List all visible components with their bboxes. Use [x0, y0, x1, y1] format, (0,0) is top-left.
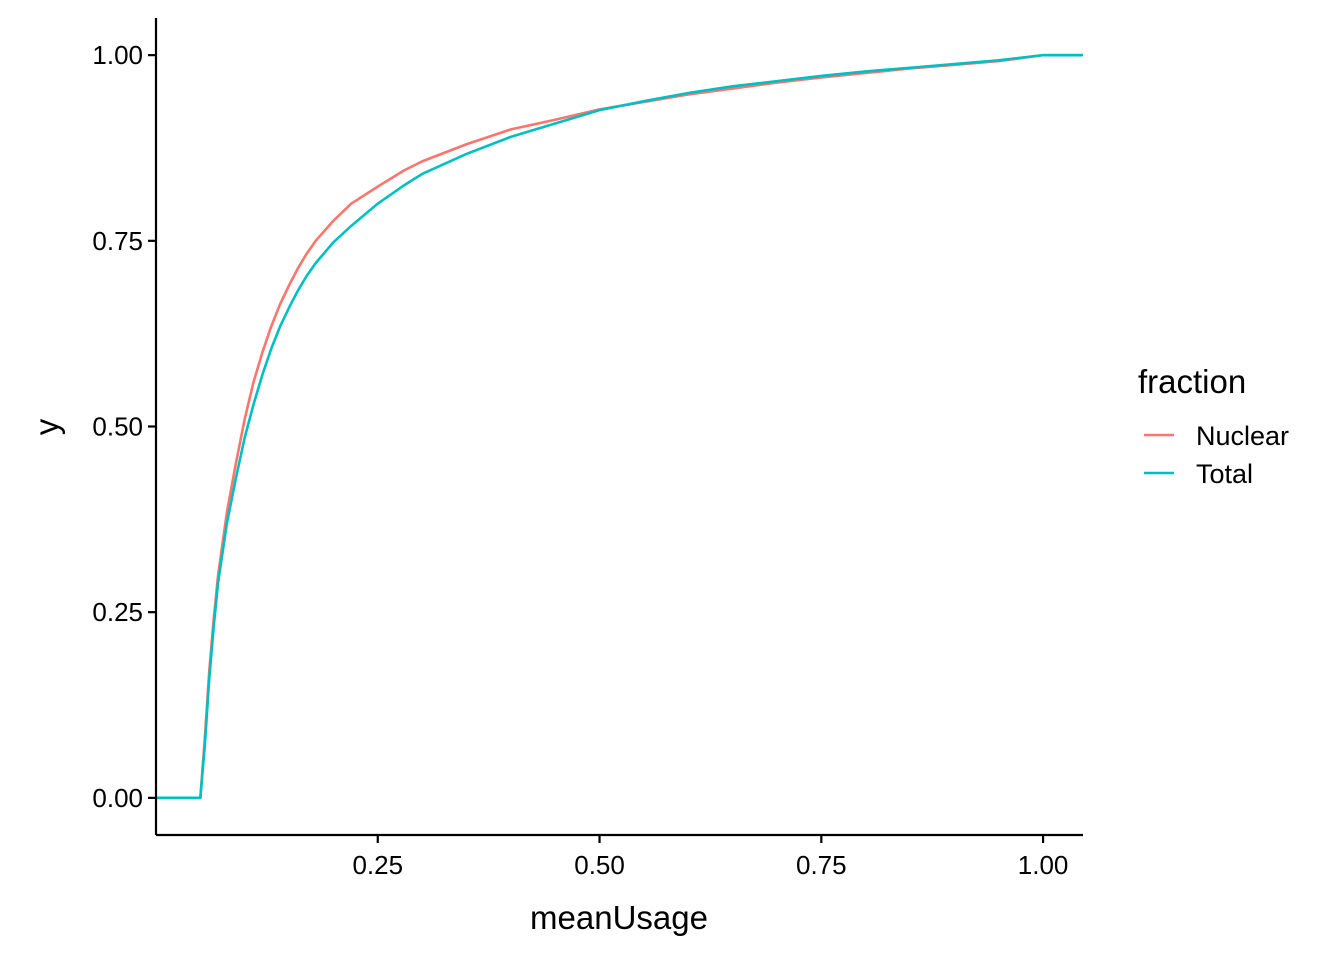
legend-label-total: Total	[1196, 459, 1253, 489]
x-tick-label: 0.50	[574, 850, 625, 880]
axes-layer	[154, 18, 1083, 837]
series-line-nuclear	[156, 53, 1083, 800]
legend: fraction Nuclear Total	[1138, 363, 1289, 489]
y-tick-label: 1.00	[92, 40, 143, 70]
y-tick-label: 0.25	[92, 597, 143, 627]
y-axis-title: y	[28, 418, 65, 435]
legend-title: fraction	[1138, 363, 1246, 400]
series-layer	[156, 53, 1083, 800]
y-tick-label: 0.00	[92, 783, 143, 813]
x-tick-label: 0.25	[352, 850, 403, 880]
x-tick-label: 1.00	[1018, 850, 1069, 880]
y-tick-label: 0.50	[92, 412, 143, 442]
x-axis-title: meanUsage	[530, 899, 708, 936]
x-axis-ticks: 0.25 0.50 0.75 1.00	[352, 835, 1068, 880]
x-tick-label: 0.75	[796, 850, 847, 880]
series-line-total	[156, 53, 1083, 800]
y-tick-label: 0.75	[92, 226, 143, 256]
y-axis-ticks: 0.00 0.25 0.50 0.75 1.00	[92, 40, 156, 813]
legend-items: Nuclear Total	[1144, 421, 1289, 489]
legend-label-nuclear: Nuclear	[1196, 421, 1289, 451]
